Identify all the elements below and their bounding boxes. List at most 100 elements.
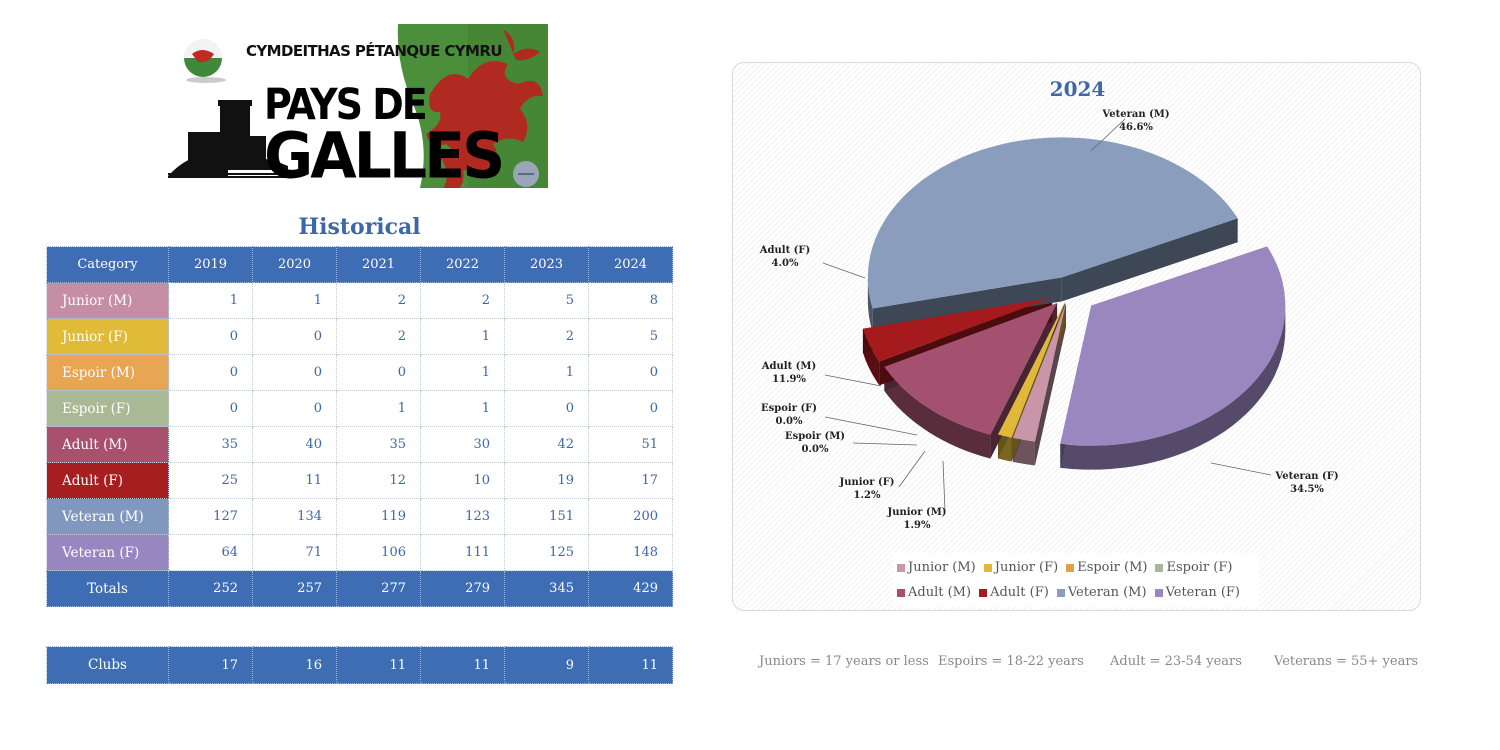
slice-label-percent: 11.9% xyxy=(772,374,806,385)
table-cell: 5 xyxy=(504,282,589,319)
legend-row: Junior (M) Junior (F) Espoir (M) Espoir (F) xyxy=(897,555,1255,580)
leader-line xyxy=(898,450,926,488)
globe-icon xyxy=(184,39,226,83)
table-cell: 257 xyxy=(252,570,337,607)
table-cell: 1 xyxy=(336,390,421,427)
table-row: Junior (M) 1 1 2 2 5 8 xyxy=(46,282,673,319)
table-row: Junior (F) 0 0 2 1 2 5 xyxy=(46,318,673,355)
category-cell: Espoir (M) xyxy=(46,354,169,391)
pie-chart: Junior (M) 1.9% Junior (F) 1.2% Espoir (M) 0.… xyxy=(759,109,1339,531)
chart-legend: Junior (M) Junior (F) Espoir (M) Espoir (F)… xyxy=(893,553,1259,607)
table-row: Veteran (F) 64 71 106 111 125 148 xyxy=(46,534,673,571)
legend-item: Veteran (M) xyxy=(1056,585,1147,600)
historical-table: Category 2019 2020 2021 2022 2023 2024 J… xyxy=(46,246,673,607)
totals-row: Totals 252 257 277 279 345 429 xyxy=(46,570,673,607)
table-cell: 134 xyxy=(252,498,337,535)
totals-label: Totals xyxy=(46,570,169,607)
note-espoirs: Espoirs = 18-22 years xyxy=(938,654,1084,669)
slice-label-name: Junior (F) xyxy=(838,477,894,488)
leader-line xyxy=(822,262,866,279)
pie-slice-side xyxy=(1060,305,1286,470)
header-year: 2023 xyxy=(504,246,589,283)
legend-label: Veteran (F) xyxy=(1165,585,1241,600)
legend-swatch xyxy=(979,588,988,597)
table-cell: 8 xyxy=(588,282,673,319)
pie-slice xyxy=(862,297,1053,362)
dragon-icon xyxy=(426,29,543,188)
legend-label: Adult (F) xyxy=(990,585,1049,600)
note-juniors: Juniors = 17 years or less xyxy=(759,654,929,669)
legend-item: Junior (M) xyxy=(897,560,976,575)
header-year: 2022 xyxy=(420,246,505,283)
table-cell: 0 xyxy=(168,318,253,355)
table-cell: 10 xyxy=(420,462,505,499)
legend-label: Junior (F) xyxy=(994,560,1059,575)
category-cell: Adult (M) xyxy=(46,426,169,463)
table-cell: 16 xyxy=(252,646,337,684)
table-cell: 345 xyxy=(504,570,589,607)
table-cell: 125 xyxy=(504,534,589,571)
leader-line xyxy=(942,460,946,512)
legend-label: Espoir (M) xyxy=(1077,560,1148,575)
pie-slice xyxy=(997,302,1065,438)
table-cell: 429 xyxy=(588,570,673,607)
legend-swatch xyxy=(1056,588,1065,597)
slice-label-name: Adult (F) xyxy=(759,245,810,256)
slice-label-name: Veteran (M) xyxy=(1101,109,1169,120)
legend-label: Espoir (F) xyxy=(1166,560,1233,575)
legend-swatch xyxy=(1155,563,1164,572)
note-veterans: Veterans = 55+ years xyxy=(1274,654,1419,669)
category-cell: Espoir (F) xyxy=(46,390,169,427)
slice-label-percent: 0.0% xyxy=(776,416,803,427)
table-cell: 106 xyxy=(336,534,421,571)
category-cell: Veteran (F) xyxy=(46,534,169,571)
table-row: Adult (M) 35 40 35 30 42 51 xyxy=(46,426,673,463)
legend-item: Espoir (F) xyxy=(1155,560,1232,575)
table-row: Adult (F) 25 11 12 10 19 17 xyxy=(46,462,673,499)
leader-line xyxy=(1090,118,1126,152)
slice-label-percent: 46.6% xyxy=(1119,122,1153,133)
table-cell: 0 xyxy=(168,354,253,391)
table-cell: 148 xyxy=(588,534,673,571)
leader-line xyxy=(824,416,918,436)
table-cell: 279 xyxy=(420,570,505,607)
logo-artwork xyxy=(168,24,548,188)
table-title: Historical xyxy=(298,214,421,240)
table-cell: 127 xyxy=(168,498,253,535)
table-cell: 2 xyxy=(336,282,421,319)
legend-label: Adult (M) xyxy=(908,585,972,600)
pie-slice xyxy=(867,137,1238,309)
table-cell: 19 xyxy=(504,462,589,499)
table-cell: 0 xyxy=(504,390,589,427)
table-cell: 11 xyxy=(336,646,421,684)
table-cell: 0 xyxy=(252,354,337,391)
table-cell: 1 xyxy=(420,318,505,355)
header-year: 2019 xyxy=(168,246,253,283)
table-cell: 71 xyxy=(252,534,337,571)
table-row: Espoir (M) 0 0 0 1 1 0 xyxy=(46,354,673,391)
table-header-row: Category 2019 2020 2021 2022 2023 2024 xyxy=(46,246,673,283)
chart-title: 2024 xyxy=(1049,77,1106,101)
legend-item: Veteran (F) xyxy=(1154,585,1241,600)
table-cell: 0 xyxy=(588,390,673,427)
table-cell: 1 xyxy=(504,354,589,391)
table-cell: 17 xyxy=(168,646,253,684)
slice-label-name: Espoir (M) xyxy=(785,431,845,442)
legend-item: Adult (F) xyxy=(979,585,1049,600)
leader-line xyxy=(824,374,882,387)
legend-swatch xyxy=(1066,563,1075,572)
slice-label-percent: 1.2% xyxy=(854,490,881,501)
table-cell: 12 xyxy=(336,462,421,499)
leader-line xyxy=(852,442,918,446)
table-cell: 35 xyxy=(336,426,421,463)
table-cell: 252 xyxy=(168,570,253,607)
category-cell: Veteran (M) xyxy=(46,498,169,535)
table-cell: 9 xyxy=(504,646,589,684)
clubs-table: Clubs 17 16 11 11 9 11 xyxy=(46,646,673,684)
table-cell: 11 xyxy=(420,646,505,684)
slice-label-percent: 1.9% xyxy=(904,520,931,531)
pie-slice-side xyxy=(884,366,991,459)
table-cell: 151 xyxy=(504,498,589,535)
header-year: 2021 xyxy=(336,246,421,283)
table-cell: 111 xyxy=(420,534,505,571)
